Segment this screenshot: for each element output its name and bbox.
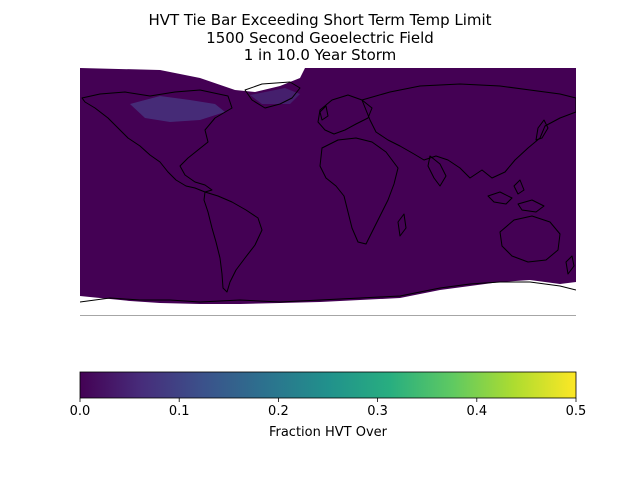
title-line-1: HVT Tie Bar Exceeding Short Term Temp Li… — [148, 11, 492, 29]
data-field-highlight — [130, 96, 225, 122]
colorbar-tick-5: 0.5 — [565, 404, 587, 419]
data-field-fill — [80, 68, 576, 304]
colorbar-tick-3: 0.3 — [367, 404, 388, 419]
colorbar — [80, 372, 576, 398]
colorbar-tick-0: 0.0 — [69, 404, 91, 419]
colorbar-tick-4: 0.4 — [466, 404, 488, 419]
colorbar-frame — [79, 371, 577, 399]
coastlines — [80, 81, 576, 303]
data-field — [80, 68, 576, 304]
colorbar-tick-1: 0.1 — [168, 404, 190, 419]
title-line-2: 1500 Second Geoelectric Field — [206, 29, 434, 47]
colorbar-ticks — [79, 398, 577, 402]
colorbar-tick-2: 0.2 — [268, 404, 289, 419]
title-line-3: 1 in 10.0 Year Storm — [243, 46, 397, 64]
colorbar-label: Fraction HVT Over — [268, 425, 388, 440]
